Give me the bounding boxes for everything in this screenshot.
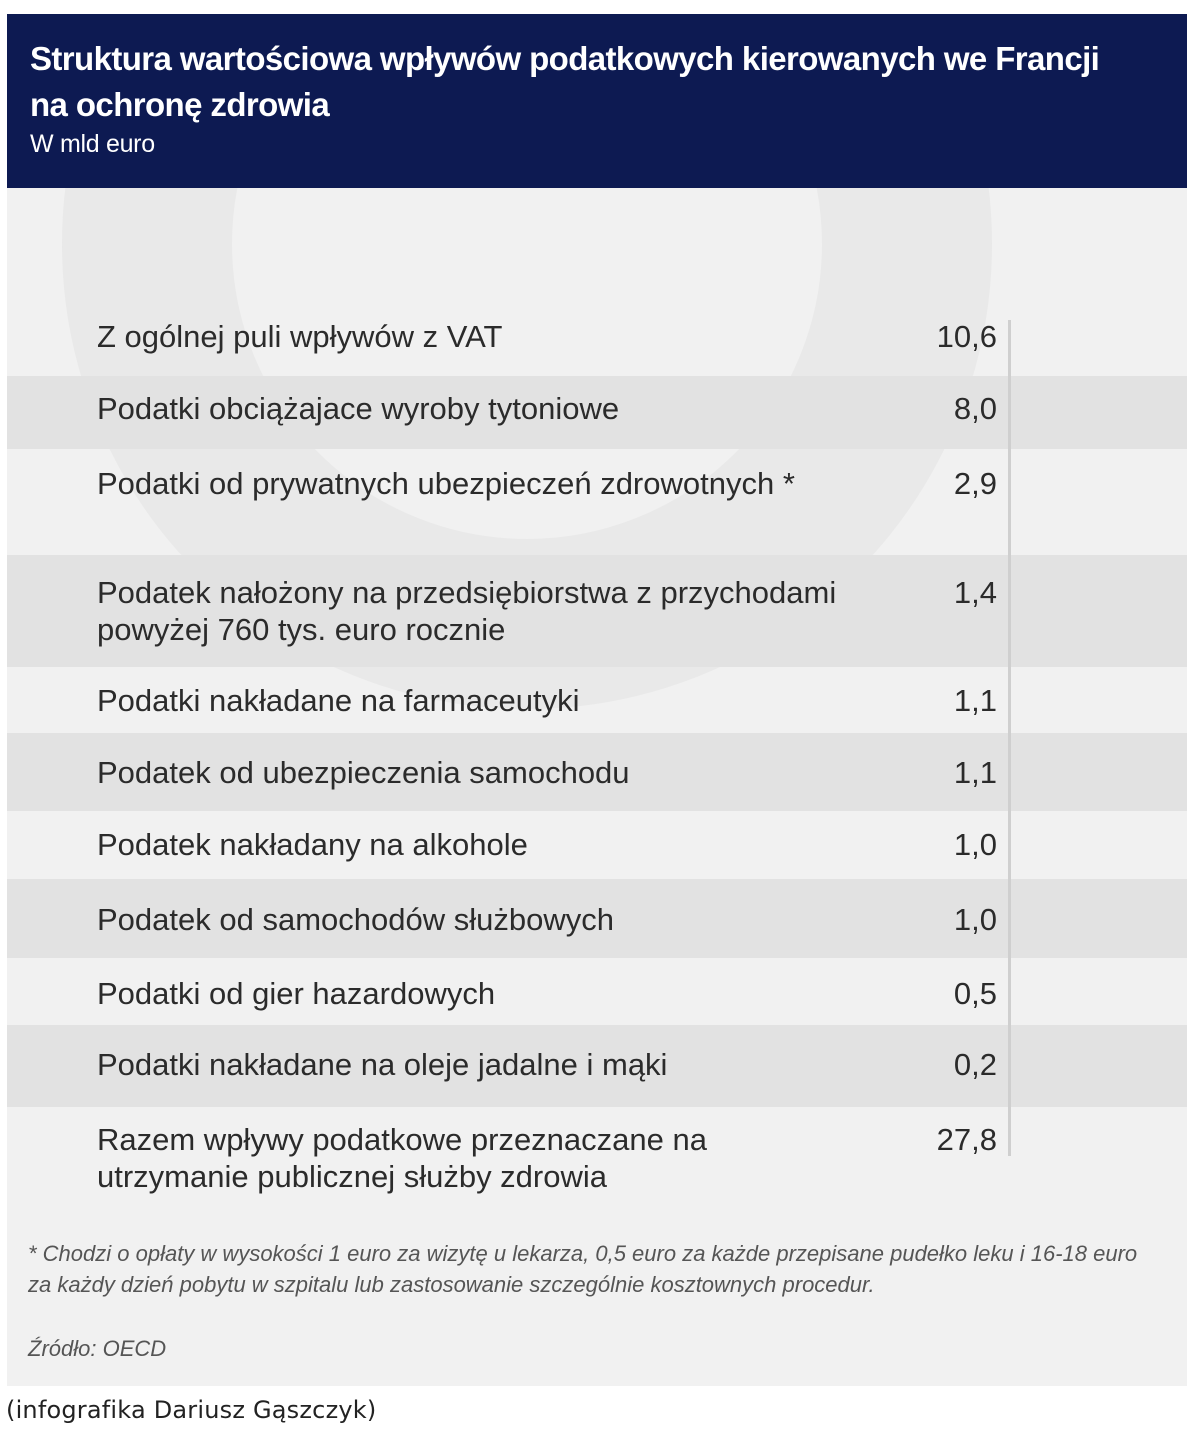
row-label: Podatek nałożony na przedsiębiorstwa z p…: [97, 575, 837, 647]
row-label: Podatki od prywatnych ubezpieczeń zdrowo…: [97, 466, 795, 501]
credit: (infografika Dariusz Gąszczyk): [6, 1396, 377, 1424]
row-value: 1,1: [953, 683, 997, 718]
infographic-card: Z ogólnej puli wpływów z VAT 10,6 Podatki …: [7, 14, 1187, 1386]
header: Struktura wartościowa wpływów podatkowyc…: [7, 14, 1187, 188]
table-row: Podatki obciążajace wyroby tytoniowe 8,0: [7, 376, 1187, 449]
row-label: Podatki nakładane na farmaceutyki: [97, 683, 580, 718]
row-value: 8,0: [953, 391, 997, 426]
chart-title: Struktura wartościowa wpływów podatkowyc…: [30, 40, 1100, 123]
table-row: Razem wpływy podatkowe przeznaczane na u…: [7, 1107, 1187, 1217]
table-row: Podatek nakładany na alkohole 1,0: [7, 811, 1187, 879]
table-row: Podatek nałożony na przedsiębiorstwa z p…: [7, 555, 1187, 667]
row-value: 2,9: [953, 466, 997, 501]
table-row: Z ogólnej puli wpływów z VAT 10,6: [7, 306, 1187, 376]
row-label: Razem wpływy podatkowe przeznaczane na u…: [97, 1122, 707, 1194]
row-label: Podatek od ubezpieczenia samochodu: [97, 755, 630, 790]
table-row: Podatki od gier hazardowych 0,5: [7, 958, 1187, 1025]
value-divider: [1008, 320, 1011, 1156]
row-value: 0,2: [953, 1047, 997, 1082]
row-value: 27,8: [936, 1122, 997, 1157]
table-row: Podatki nakładane na oleje jadalne i mąk…: [7, 1025, 1187, 1107]
table-row: Podatki od prywatnych ubezpieczeń zdrowo…: [7, 449, 1187, 555]
footnote: * Chodzi o opłaty w wysokości 1 euro za …: [28, 1241, 1138, 1297]
row-label: Podatki obciążajace wyroby tytoniowe: [97, 391, 620, 426]
row-label: Podatki od gier hazardowych: [97, 976, 496, 1011]
row-value: 1,1: [953, 755, 997, 790]
row-value: 1,4: [953, 575, 997, 610]
row-label: Z ogólnej puli wpływów z VAT: [97, 319, 503, 354]
row-label: Podatek od samochodów służbowych: [97, 902, 614, 937]
chart-subtitle: W mld euro: [30, 130, 155, 158]
table-row: Podatek od ubezpieczenia samochodu 1,1: [7, 733, 1187, 811]
row-label: Podatek nakładany na alkohole: [97, 827, 528, 862]
row-value: 10,6: [936, 319, 997, 354]
row-value: 1,0: [953, 902, 997, 937]
table-row: Podatek od samochodów służbowych 1,0: [7, 879, 1187, 958]
source-note: Źródło: OECD: [28, 1336, 167, 1361]
row-label: Podatki nakładane na oleje jadalne i mąk…: [97, 1047, 668, 1082]
row-value: 1,0: [953, 827, 997, 862]
row-value: 0,5: [953, 976, 997, 1011]
table-row: Podatki nakładane na farmaceutyki 1,1: [7, 667, 1187, 733]
